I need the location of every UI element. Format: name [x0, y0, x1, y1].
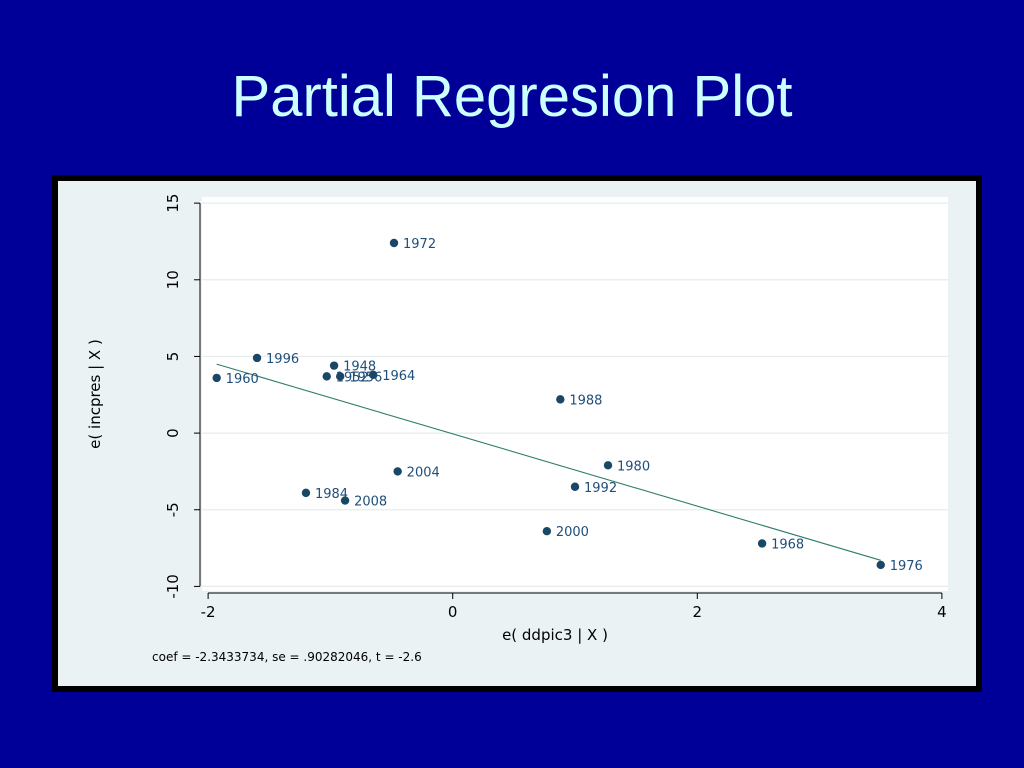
x-axis-title: e( ddpic3 | X ): [502, 626, 608, 644]
data-point-1992: [570, 482, 580, 491]
x-tick-label: 4: [937, 603, 947, 621]
point-label-1984: 1984: [315, 487, 348, 502]
fitted-regression-line: [216, 363, 881, 561]
data-point-2000: [542, 527, 552, 536]
slide-title: Partial Regresion Plot: [231, 64, 793, 129]
y-tick-label: 5: [164, 352, 182, 362]
y-axis-title: e( incpres | X ): [86, 339, 104, 449]
y-tick-label: 15: [164, 194, 182, 213]
fitted-line-layer: [216, 363, 881, 561]
y-tick-label: -5: [164, 502, 182, 517]
point-label-1952: 1952: [336, 370, 369, 385]
x-tick-label: 0: [448, 603, 458, 621]
data-point-1956: [335, 372, 345, 381]
point-label-1976: 1976: [890, 559, 923, 574]
y-tick-label: 10: [164, 270, 182, 289]
point-label-2008: 2008: [354, 495, 387, 510]
data-point-1972: [389, 238, 399, 248]
point-label-1948: 1948: [343, 360, 376, 375]
point-label-1972: 1972: [403, 237, 436, 252]
grid-lines: [202, 202, 948, 588]
axes: -2 0 2 4 -10 -5 0 5 10 15: [164, 194, 947, 621]
data-point-1960: [212, 373, 221, 383]
plot-area-background: [202, 197, 948, 591]
data-point-2004: [393, 467, 402, 476]
data-point-1948: [329, 361, 339, 370]
y-tick-label: 0: [164, 428, 182, 438]
x-tick-label: 2: [693, 603, 703, 621]
point-label-1956: 1956: [349, 370, 382, 385]
point-label-1968: 1968: [771, 537, 804, 552]
data-point-1988: [556, 395, 565, 404]
point-label-1964: 1964: [382, 369, 415, 384]
data-point-1984: [301, 488, 311, 498]
point-label-2004: 2004: [407, 465, 440, 480]
data-point-1952: [322, 372, 331, 381]
data-point-1996: [252, 353, 262, 363]
x-tick-label: -2: [201, 603, 216, 621]
chart-frame: -2 0 2 4 -10 -5 0 5 10 15 1972 1996 1948 1952 1956 196…: [52, 175, 982, 692]
data-point-1976: [876, 560, 885, 570]
point-label-1980: 1980: [617, 459, 650, 474]
regression-coefficient-note: coef = -2.3433734, se = .90282046, t = -…: [152, 650, 422, 664]
y-tick-label: -10: [164, 574, 182, 599]
point-label-1960: 1960: [226, 372, 259, 387]
data-point-2008: [340, 496, 350, 505]
point-label-2000: 2000: [556, 525, 589, 540]
data-point-1980: [603, 461, 613, 470]
data-point-1968: [757, 539, 767, 548]
point-label-1992: 1992: [584, 481, 617, 496]
data-point-1964: [369, 370, 378, 380]
point-label-1988: 1988: [569, 393, 602, 408]
point-label-1996: 1996: [266, 352, 299, 367]
